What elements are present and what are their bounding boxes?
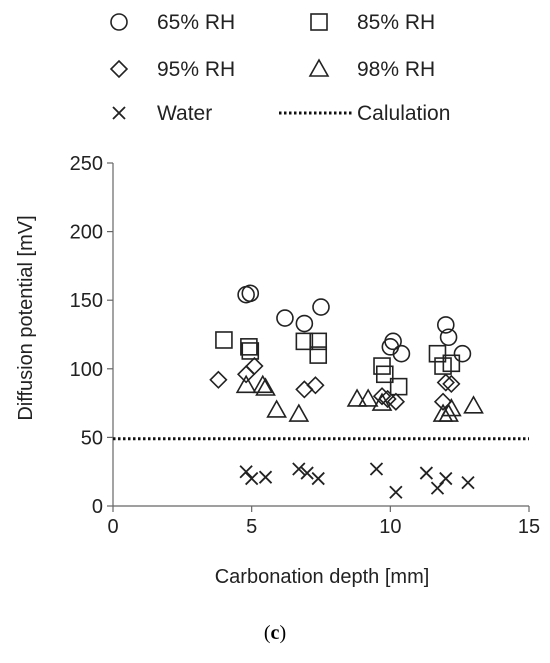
y-tick-label: 250 bbox=[70, 153, 103, 175]
point-water bbox=[439, 471, 453, 486]
point-98-rh bbox=[266, 399, 287, 418]
point-95-rh bbox=[236, 365, 256, 384]
point-65-rh bbox=[276, 309, 294, 327]
point-85-rh bbox=[428, 344, 447, 363]
legend-label: Calulation bbox=[357, 102, 450, 125]
point-65-rh bbox=[384, 332, 402, 351]
point-water bbox=[389, 485, 403, 499]
legend-item: 95% RH bbox=[109, 58, 235, 81]
point-65-rh bbox=[312, 298, 330, 316]
legend-marker bbox=[310, 13, 328, 31]
legend-item: 65% RH bbox=[110, 11, 235, 34]
point-98-rh bbox=[440, 397, 462, 417]
x-tick-label: 15 bbox=[518, 516, 540, 538]
point-65-rh bbox=[453, 344, 472, 363]
point-85-rh bbox=[240, 338, 258, 356]
point-98-rh bbox=[346, 388, 368, 407]
point-95-rh bbox=[209, 370, 228, 389]
y-tick-label: 0 bbox=[92, 496, 103, 518]
point-85-rh bbox=[309, 346, 328, 364]
legend-label: 85% RH bbox=[357, 11, 435, 34]
point-95-rh bbox=[245, 356, 264, 376]
legend-label: 65% RH bbox=[157, 11, 235, 34]
caption-close: ) bbox=[279, 622, 287, 644]
point-98-rh bbox=[235, 374, 257, 394]
point-95-rh bbox=[433, 392, 453, 411]
point-water bbox=[311, 471, 325, 486]
point-98-rh bbox=[463, 395, 484, 414]
point-85-rh bbox=[375, 365, 394, 384]
point-95-rh bbox=[442, 374, 461, 394]
point-water bbox=[245, 471, 259, 486]
point-water bbox=[419, 466, 434, 480]
y-tick-label: 200 bbox=[70, 222, 103, 244]
legend-marker bbox=[109, 59, 129, 79]
legend: 65% RH 85% RH 95% RH 98% RH Water Calulation bbox=[109, 11, 450, 125]
point-98-rh bbox=[357, 388, 379, 407]
point-water bbox=[430, 481, 445, 495]
legend-item: Calulation bbox=[279, 102, 450, 125]
point-water bbox=[239, 465, 253, 479]
point-95-rh bbox=[372, 387, 392, 406]
x-axis-label: Carbonation depth [mm] bbox=[215, 566, 430, 588]
y-axis-label: Diffusion potential [mV] bbox=[15, 215, 37, 420]
point-85-rh bbox=[309, 332, 328, 351]
point-65-rh bbox=[439, 328, 458, 347]
y-tick-label: 150 bbox=[70, 290, 103, 312]
point-95-rh bbox=[386, 392, 406, 411]
x-tick-label: 10 bbox=[379, 516, 401, 538]
legend-marker bbox=[110, 13, 128, 31]
point-85-rh bbox=[241, 342, 260, 360]
point-water bbox=[369, 462, 384, 476]
legend-label: Water bbox=[157, 102, 212, 125]
point-95-rh bbox=[306, 376, 325, 395]
caption-letter: c bbox=[270, 622, 280, 644]
legend-item: Water bbox=[112, 102, 212, 125]
point-98-rh bbox=[252, 374, 274, 394]
figure-caption: (c) bbox=[0, 622, 550, 645]
point-water bbox=[461, 476, 475, 490]
legend-label: 95% RH bbox=[157, 58, 235, 81]
point-85-rh bbox=[215, 331, 233, 349]
point-water bbox=[258, 470, 273, 484]
point-65-rh bbox=[436, 316, 455, 334]
point-98-rh bbox=[371, 392, 393, 411]
point-85-rh bbox=[389, 377, 408, 396]
y-tick-label: 100 bbox=[70, 359, 103, 381]
point-98-rh bbox=[288, 403, 310, 422]
plot-area: 0 50 100 150 200 250 0 5 10 15 bbox=[70, 153, 541, 538]
point-65-rh bbox=[241, 284, 260, 303]
legend-marker bbox=[308, 58, 330, 77]
point-65-rh bbox=[295, 314, 314, 333]
point-85-rh bbox=[295, 332, 314, 351]
point-98-rh bbox=[255, 377, 276, 396]
caption-open: ( bbox=[263, 622, 271, 644]
y-tick-label: 50 bbox=[81, 427, 103, 449]
legend-item: 98% RH bbox=[308, 58, 435, 81]
x-tick-label: 0 bbox=[107, 516, 118, 538]
x-tick-label: 5 bbox=[246, 516, 257, 538]
point-95-rh bbox=[436, 373, 455, 392]
point-water bbox=[292, 462, 306, 476]
legend-item: 85% RH bbox=[310, 11, 435, 34]
point-water bbox=[300, 466, 314, 480]
legend-label: 98% RH bbox=[357, 58, 435, 81]
legend-marker bbox=[112, 106, 126, 120]
point-65-rh bbox=[392, 344, 411, 363]
point-85-rh bbox=[442, 354, 461, 373]
